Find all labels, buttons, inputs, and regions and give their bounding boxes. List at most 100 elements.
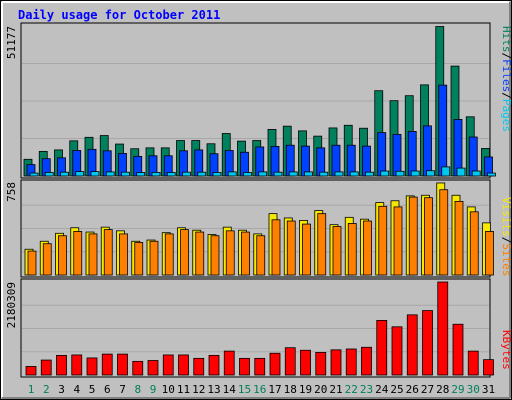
x-label-17: 17	[268, 383, 281, 396]
bar-kbytes-14	[223, 350, 235, 376]
bar-kbytes-24	[376, 320, 388, 376]
bar-kbytes-27	[422, 310, 433, 376]
x-label-30: 30	[467, 383, 480, 396]
bar-pages-9	[151, 172, 161, 177]
x-label-20: 20	[314, 383, 327, 396]
bar-kbytes-8	[132, 360, 144, 376]
x-label-24: 24	[375, 383, 389, 396]
x-label-16: 16	[253, 383, 266, 396]
bar-kbytes-11	[178, 354, 189, 376]
bar-kbytes-12	[193, 357, 205, 376]
x-label-28: 28	[436, 383, 449, 396]
bar-sites-29	[454, 200, 464, 276]
bar-sites-15	[241, 231, 250, 276]
bar-kbytes-7	[117, 353, 128, 376]
bar-kbytes-28	[437, 281, 449, 376]
bar-pages-13	[212, 172, 222, 177]
bar-pages-12	[197, 171, 207, 177]
legend-top: Hits/Files/Pages	[500, 26, 512, 132]
bar-sites-24	[378, 205, 388, 276]
bar-sites-30	[469, 211, 479, 276]
x-label-12: 12	[192, 383, 205, 396]
bar-pages-19	[304, 171, 313, 177]
bar-files-25	[392, 133, 402, 177]
bar-sites-31	[485, 231, 494, 276]
bar-files-23	[362, 145, 371, 177]
x-label-22: 22	[345, 383, 358, 396]
bar-sites-18	[286, 220, 296, 276]
x-label-14: 14	[223, 383, 237, 396]
bar-pages-1	[29, 172, 39, 177]
bar-kbytes-26	[406, 314, 418, 376]
bar-sites-22	[347, 223, 357, 276]
bar-sites-5	[88, 233, 98, 276]
bar-kbytes-29	[452, 323, 464, 376]
bar-files-21	[331, 144, 341, 177]
bar-files-26	[407, 131, 417, 177]
legend-sep-3: /	[500, 237, 512, 244]
bar-sites-8	[134, 242, 144, 276]
bars	[23, 26, 496, 376]
bar-sites-1	[27, 250, 37, 276]
bar-sites-9	[149, 240, 159, 276]
x-label-10: 10	[162, 383, 175, 396]
bar-kbytes-30	[467, 350, 479, 376]
bar-pages-7	[121, 171, 130, 177]
x-axis-labels: 1 2 3 4 5 6 7 8 9 10 11 12 13 14 15 16 17 18 19 20 21 22 23 24 2…	[28, 383, 495, 396]
bar-pages-2	[44, 172, 54, 177]
bar-kbytes-21	[330, 349, 342, 376]
bar-kbytes-19	[300, 349, 311, 376]
bar-kbytes-20	[315, 351, 327, 376]
x-label-4: 4	[73, 383, 80, 396]
bar-sites-20	[317, 213, 327, 276]
legend-sep-1: /	[500, 53, 512, 60]
bar-pages-21	[334, 171, 344, 177]
bar-sites-26	[408, 196, 418, 276]
bar-pages-22	[349, 171, 359, 177]
bar-pages-20	[319, 171, 329, 177]
legend-sites: Sites	[500, 243, 512, 276]
x-label-6: 6	[104, 383, 111, 396]
legend-pages: Pages	[500, 99, 512, 132]
bar-pages-31	[487, 172, 496, 177]
bar-sites-23	[363, 220, 372, 276]
legend-hits: Hits	[500, 26, 512, 53]
bar-sites-16	[256, 235, 266, 276]
bar-files-24	[377, 132, 387, 177]
x-label-13: 13	[207, 383, 220, 396]
bar-pages-30	[471, 170, 481, 177]
bar-kbytes-3	[56, 354, 67, 376]
legend-kbytes: KBytes	[500, 330, 512, 370]
x-label-18: 18	[284, 383, 297, 396]
x-label-15: 15	[238, 383, 251, 396]
bar-sites-4	[73, 231, 83, 276]
x-label-11: 11	[177, 383, 190, 396]
legend-bottom: KBytes	[500, 330, 512, 370]
bar-pages-26	[410, 170, 420, 177]
bar-pages-17	[273, 171, 283, 177]
bar-pages-28	[441, 166, 451, 177]
x-label-1: 1	[28, 383, 35, 396]
bar-pages-27	[426, 170, 435, 177]
bar-kbytes-10	[162, 354, 174, 376]
bar-pages-6	[105, 171, 115, 177]
bar-kbytes-22	[345, 348, 357, 376]
top-scale-max: 51177	[5, 26, 18, 59]
x-label-5: 5	[89, 383, 96, 396]
bar-sites-3	[58, 235, 67, 276]
x-label-9: 9	[150, 383, 157, 396]
x-label-25: 25	[390, 383, 403, 396]
bar-kbytes-6	[101, 353, 113, 376]
bar-kbytes-23	[361, 346, 372, 376]
x-label-21: 21	[329, 383, 342, 396]
bar-pages-29	[456, 167, 466, 177]
bar-pages-14	[227, 171, 237, 177]
bar-sites-27	[424, 197, 433, 276]
bar-pages-10	[166, 172, 176, 177]
x-label-19: 19	[299, 383, 312, 396]
bar-kbytes-31	[483, 359, 494, 376]
middle-scale-max: 758	[5, 182, 18, 202]
bar-kbytes-17	[269, 352, 281, 376]
x-label-29: 29	[451, 383, 464, 396]
